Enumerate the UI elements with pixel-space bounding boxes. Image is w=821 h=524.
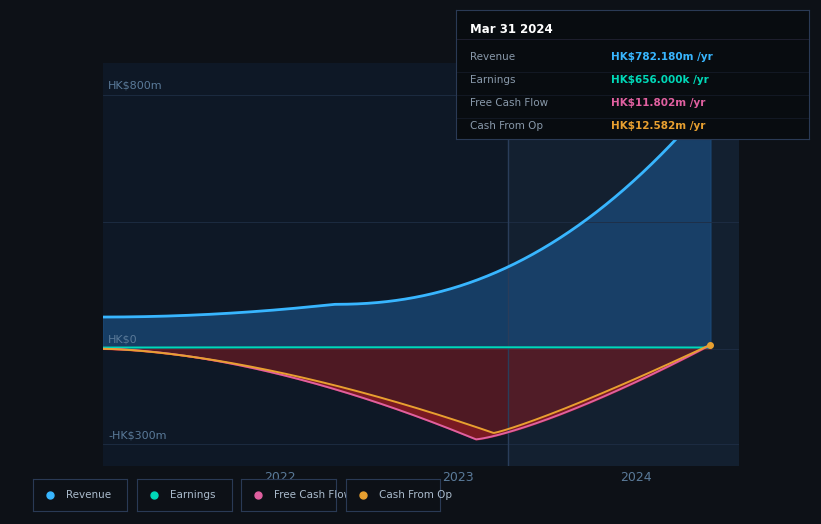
Text: Past: Past <box>682 89 705 99</box>
Text: Cash From Op: Cash From Op <box>470 121 543 131</box>
Text: Free Cash Flow: Free Cash Flow <box>470 98 548 108</box>
Text: HK$0: HK$0 <box>108 335 138 345</box>
Text: -HK$300m: -HK$300m <box>108 430 167 440</box>
Text: Earnings: Earnings <box>470 75 516 85</box>
Text: HK$656.000k /yr: HK$656.000k /yr <box>611 75 709 85</box>
Text: HK$11.802m /yr: HK$11.802m /yr <box>611 98 705 108</box>
Bar <box>508 63 739 466</box>
Text: Revenue: Revenue <box>66 490 111 500</box>
Text: HK$800m: HK$800m <box>108 81 163 91</box>
Text: HK$12.582m /yr: HK$12.582m /yr <box>611 121 705 131</box>
Text: Earnings: Earnings <box>170 490 216 500</box>
Text: Mar 31 2024: Mar 31 2024 <box>470 23 553 36</box>
Text: HK$782.180m /yr: HK$782.180m /yr <box>611 51 713 61</box>
Text: Revenue: Revenue <box>470 51 515 61</box>
Text: Cash From Op: Cash From Op <box>378 490 452 500</box>
Text: Free Cash Flow: Free Cash Flow <box>274 490 352 500</box>
